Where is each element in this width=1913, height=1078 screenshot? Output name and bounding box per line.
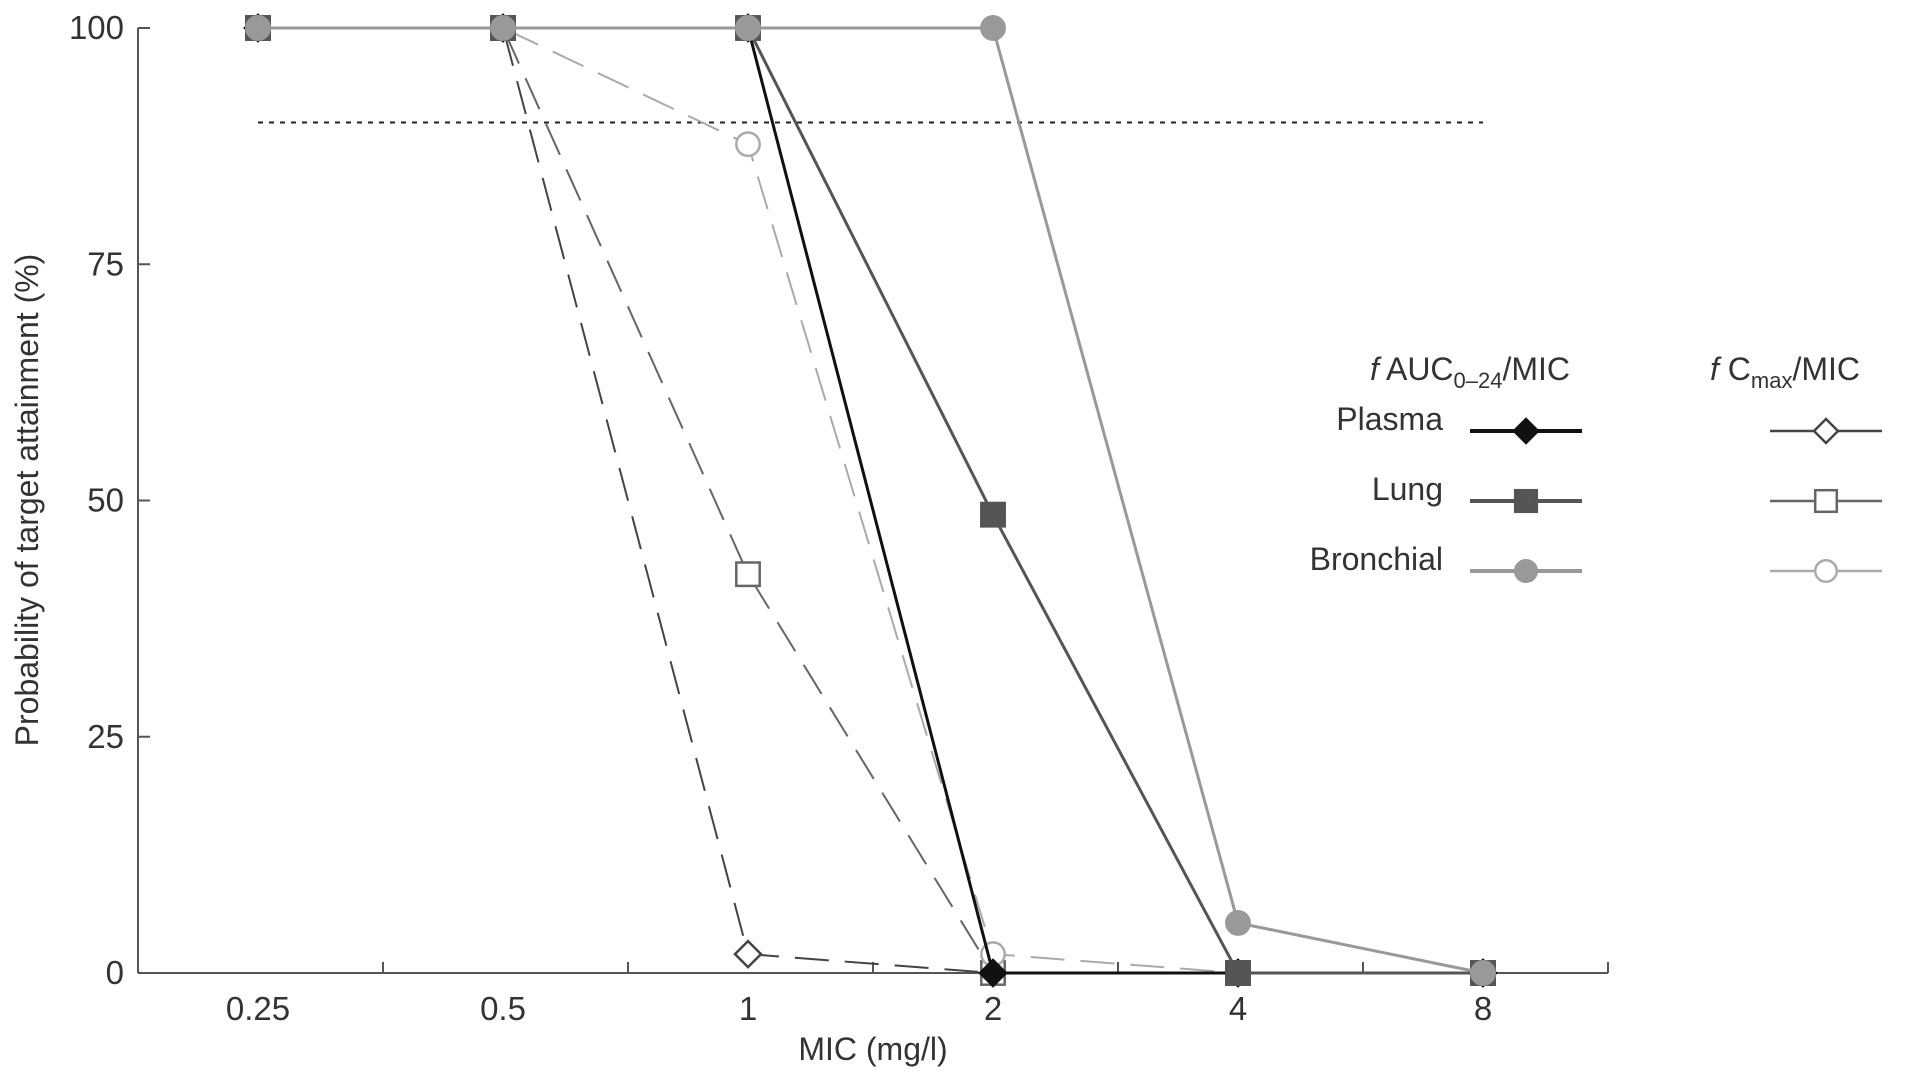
data-point xyxy=(1225,909,1251,936)
legend-row-label: Plasma xyxy=(1336,401,1443,437)
x-tick-label: 0.5 xyxy=(480,990,526,1027)
legend: f AUC0–24/MIC f Cmax/MIC Plasma Lung Bronchi… xyxy=(1310,351,1882,584)
series-line xyxy=(258,26,1484,975)
y-tick-label: 50 xyxy=(87,482,124,519)
legend-swatch-marker xyxy=(1513,558,1539,584)
x-tick-label: 2 xyxy=(984,990,1002,1027)
series-plasma-auc xyxy=(243,13,1498,988)
y-tick-label: 75 xyxy=(87,245,124,282)
legend-row-label: Lung xyxy=(1372,471,1443,507)
y-axis-title: Probability of target attainment (%) xyxy=(9,254,45,747)
x-axis-title: MIC (mg/l) xyxy=(798,1031,947,1067)
data-point xyxy=(490,15,516,41)
legend-swatch-marker xyxy=(1813,488,1839,514)
data-point xyxy=(980,501,1006,528)
x-tick-label: 1 xyxy=(739,990,757,1027)
data-point xyxy=(733,939,763,969)
data-point xyxy=(735,15,761,41)
data-point xyxy=(1225,960,1251,986)
data-point xyxy=(735,561,761,588)
legend-group-title: f AUC0–24/MIC xyxy=(1370,351,1570,393)
legend-swatch-marker xyxy=(1513,488,1539,514)
y-tick-label: 25 xyxy=(87,718,124,755)
y-ticks: 0 25 50 75 100 xyxy=(69,9,150,991)
y-tick-label: 100 xyxy=(69,9,124,46)
data-point xyxy=(245,15,271,41)
data-point xyxy=(735,131,761,158)
legend-row-label: Bronchial xyxy=(1310,541,1443,577)
legend-swatch-marker xyxy=(1812,417,1840,445)
data-point xyxy=(980,15,1006,41)
series-line xyxy=(258,26,1483,975)
legend-swatch-marker xyxy=(1512,417,1540,445)
y-tick-label: 0 xyxy=(106,954,124,991)
legend-group-title: f Cmax/MIC xyxy=(1710,351,1860,393)
legend-swatch-marker xyxy=(1813,558,1839,584)
data-point xyxy=(978,958,1008,988)
x-tick-label: 8 xyxy=(1474,990,1492,1027)
series-layer xyxy=(243,13,1498,988)
x-tick-label: 0.25 xyxy=(226,990,290,1027)
x-tick-label: 4 xyxy=(1229,990,1247,1027)
series-bronchial-auc xyxy=(245,15,1496,986)
data-point xyxy=(1470,960,1496,986)
